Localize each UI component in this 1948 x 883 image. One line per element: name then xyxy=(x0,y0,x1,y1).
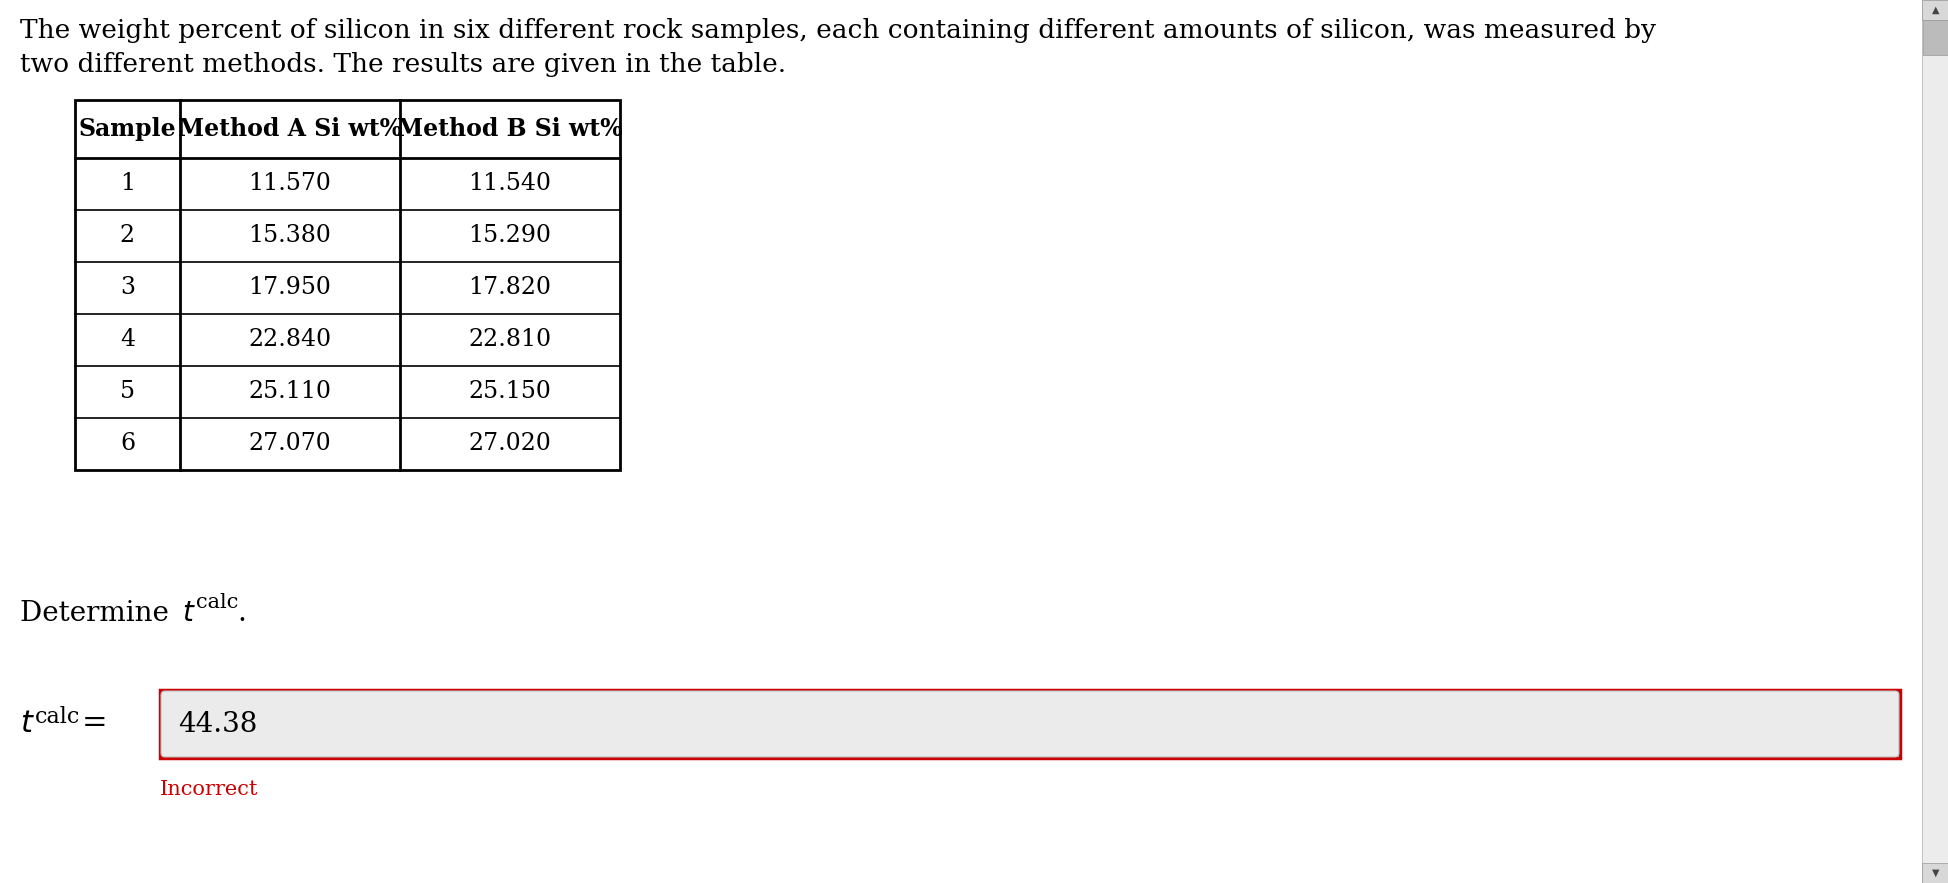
Bar xyxy=(74,100,619,470)
Text: 17.950: 17.950 xyxy=(249,276,331,299)
Text: two different methods. The results are given in the table.: two different methods. The results are g… xyxy=(19,52,785,77)
Text: 25.150: 25.150 xyxy=(468,381,551,404)
Text: 3: 3 xyxy=(121,276,134,299)
Text: =: = xyxy=(82,708,107,739)
Text: $t$: $t$ xyxy=(19,708,35,739)
Text: The weight percent of silicon in six different rock samples, each containing dif: The weight percent of silicon in six dif… xyxy=(19,18,1656,43)
Text: 1: 1 xyxy=(121,172,134,195)
Text: 17.820: 17.820 xyxy=(468,276,551,299)
Text: Method B Si wt%: Method B Si wt% xyxy=(397,117,623,141)
Text: .: . xyxy=(238,600,245,627)
Text: calc: calc xyxy=(197,593,238,612)
Text: Sample: Sample xyxy=(78,117,175,141)
Text: calc: calc xyxy=(35,706,80,728)
Text: ▼: ▼ xyxy=(1930,868,1938,878)
Text: 15.290: 15.290 xyxy=(468,224,551,247)
Text: Incorrect: Incorrect xyxy=(160,780,259,799)
Text: ▲: ▲ xyxy=(1930,5,1938,15)
Text: 4: 4 xyxy=(121,328,134,351)
Bar xyxy=(1921,0,1948,883)
Text: 15.380: 15.380 xyxy=(249,224,331,247)
Text: 27.070: 27.070 xyxy=(249,433,331,456)
Text: $t$: $t$ xyxy=(181,600,195,627)
Bar xyxy=(160,690,1899,758)
Bar xyxy=(1923,20,1946,55)
Text: 22.840: 22.840 xyxy=(247,328,331,351)
Text: Method A Si wt%: Method A Si wt% xyxy=(177,117,401,141)
Text: 11.540: 11.540 xyxy=(468,172,551,195)
Text: 11.570: 11.570 xyxy=(249,172,331,195)
Text: 22.810: 22.810 xyxy=(468,328,551,351)
Text: 25.110: 25.110 xyxy=(249,381,331,404)
Text: 44.38: 44.38 xyxy=(177,711,257,737)
Bar xyxy=(1921,863,1948,883)
Text: 5: 5 xyxy=(121,381,134,404)
Text: 6: 6 xyxy=(121,433,134,456)
Text: 2: 2 xyxy=(121,224,134,247)
Bar xyxy=(1921,0,1948,20)
FancyBboxPatch shape xyxy=(162,691,1897,757)
Text: Determine: Determine xyxy=(19,600,177,627)
Text: 27.020: 27.020 xyxy=(468,433,551,456)
